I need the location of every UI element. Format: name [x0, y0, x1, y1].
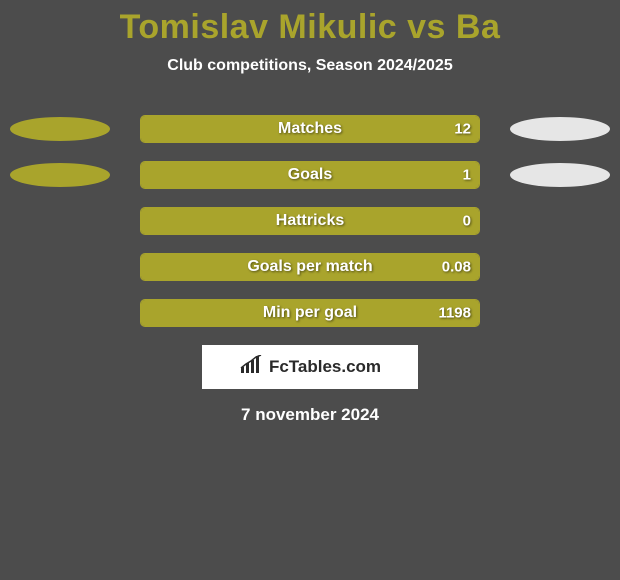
brand-text: FcTables.com — [269, 357, 381, 377]
stat-row: Min per goal 1198 — [0, 299, 620, 327]
stat-value-right: 1198 — [438, 305, 471, 322]
stat-value-right: 0.08 — [442, 259, 471, 276]
stat-bar: Hattricks 0 — [140, 207, 480, 235]
stats-area: Matches 12 Goals 1 Hattricks 0 Goals per match… — [0, 115, 620, 327]
stat-row: Hattricks 0 — [0, 207, 620, 235]
stat-bar: Min per goal 1198 — [140, 299, 480, 327]
stat-bar: Goals 1 — [140, 161, 480, 189]
page-subtitle: Club competitions, Season 2024/2025 — [0, 57, 620, 75]
brand-box[interactable]: FcTables.com — [202, 345, 418, 389]
stat-bar: Goals per match 0.08 — [140, 253, 480, 281]
stat-label: Min per goal — [263, 304, 357, 322]
chart-icon — [239, 355, 263, 380]
stat-row: Matches 12 — [0, 115, 620, 143]
page-title: Tomislav Mikulic vs Ba — [0, 0, 620, 47]
stat-value-right: 0 — [463, 213, 471, 230]
stat-label: Hattricks — [276, 212, 344, 230]
stat-row: Goals per match 0.08 — [0, 253, 620, 281]
left-ellipse-icon — [10, 163, 110, 187]
stat-bar: Matches 12 — [140, 115, 480, 143]
left-ellipse-icon — [10, 117, 110, 141]
stat-row: Goals 1 — [0, 161, 620, 189]
right-ellipse-icon — [510, 163, 610, 187]
stat-label: Goals per match — [247, 258, 372, 276]
right-ellipse-icon — [510, 117, 610, 141]
stat-label: Goals — [288, 166, 332, 184]
stat-value-right: 12 — [454, 121, 471, 138]
comparison-card: Tomislav Mikulic vs Ba Club competitions… — [0, 0, 620, 580]
stat-label: Matches — [278, 120, 342, 138]
stat-value-right: 1 — [463, 167, 471, 184]
footer-date: 7 november 2024 — [0, 405, 620, 425]
